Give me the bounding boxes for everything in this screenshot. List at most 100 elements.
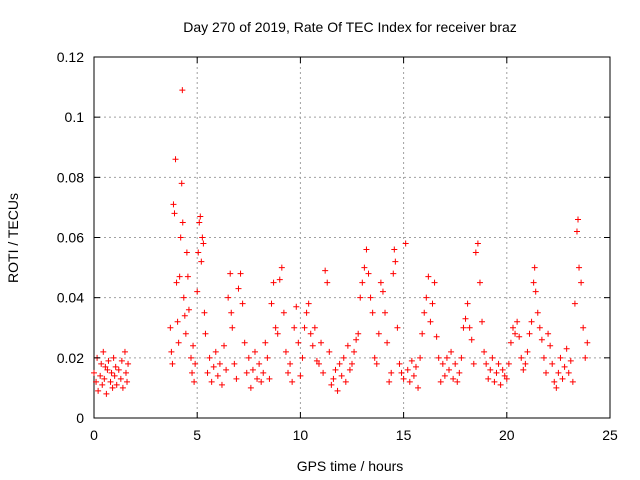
data-point [344,342,351,349]
data-point [178,180,185,187]
data-point [297,372,304,379]
data-point [501,372,508,379]
data-point [377,279,384,286]
data-point [101,375,108,382]
data-point [278,264,285,271]
data-point [493,369,500,376]
x-tick-label: 0 [90,427,98,443]
data-point [301,324,308,331]
data-point [124,378,131,385]
data-point [582,354,589,361]
x-axis-ticks: 0 5 10 15 20 25 [90,57,618,443]
x-tick-label: 10 [293,427,309,443]
data-point [100,348,107,355]
data-point [530,279,537,286]
data-point [456,369,463,376]
data-point [95,387,102,394]
y-tick-label: 0.04 [57,290,84,306]
data-point [509,324,516,331]
data-point [221,342,228,349]
data-point [439,360,446,367]
data-point [243,369,250,376]
data-point [200,240,207,247]
y-tick-label: 0.08 [57,169,84,185]
data-point [305,300,312,307]
data-point [361,264,368,271]
data-point [103,390,110,397]
data-point [543,369,550,376]
data-point [545,330,552,337]
data-point [359,279,366,286]
data-point [183,249,190,256]
x-axis-label: GPS time / hours [297,458,404,474]
data-point [212,348,219,355]
data-point [355,330,362,337]
data-point [474,240,481,247]
data-point [351,348,358,355]
data-point [415,384,422,391]
data-point [167,324,174,331]
data-point [289,378,296,385]
data-point [367,294,374,301]
data-point [210,363,217,370]
data-points [91,87,591,397]
data-point [371,354,378,361]
data-point [503,375,510,382]
data-point [237,270,244,277]
data-point [553,384,560,391]
data-point [460,324,467,331]
data-point [194,288,201,295]
data-point [208,378,215,385]
data-point [118,357,125,364]
data-point [394,324,401,331]
data-point [177,234,184,241]
data-point [320,369,327,376]
data-point [427,318,434,325]
data-point [391,246,398,253]
data-point [491,378,498,385]
data-point [441,372,448,379]
data-point [109,384,116,391]
data-point [516,333,523,340]
data-point [446,366,453,373]
data-point [534,309,541,316]
data-point [233,375,240,382]
data-point [433,333,440,340]
data-point [429,300,436,307]
data-point [349,360,355,367]
data-point [313,357,320,364]
y-tick-label: 0.02 [57,350,84,366]
data-point [270,279,277,286]
data-point [171,210,178,217]
data-point [507,339,514,346]
chart-title: Day 270 of 2019, Rate Of TEC Index for r… [183,19,517,35]
data-point [512,330,519,337]
data-point [346,366,353,373]
data-point [363,246,370,253]
data-point [336,360,343,367]
data-point [328,381,335,388]
data-point [565,369,572,376]
data-point [188,354,195,361]
data-point [249,366,256,373]
data-point [175,339,182,346]
data-point [557,354,564,361]
data-point [256,360,263,367]
data-point [538,336,545,343]
data-point [272,324,279,331]
data-point [260,369,267,376]
data-point [201,309,208,316]
data-point [122,369,129,376]
data-point [435,354,442,361]
data-point [191,378,198,385]
data-point [307,330,314,337]
data-point [91,369,97,376]
data-point [97,372,104,379]
data-point [268,300,275,307]
data-point [443,354,450,361]
data-point [450,375,457,382]
data-point [412,363,419,370]
data-point [112,363,119,370]
data-point [520,366,527,373]
